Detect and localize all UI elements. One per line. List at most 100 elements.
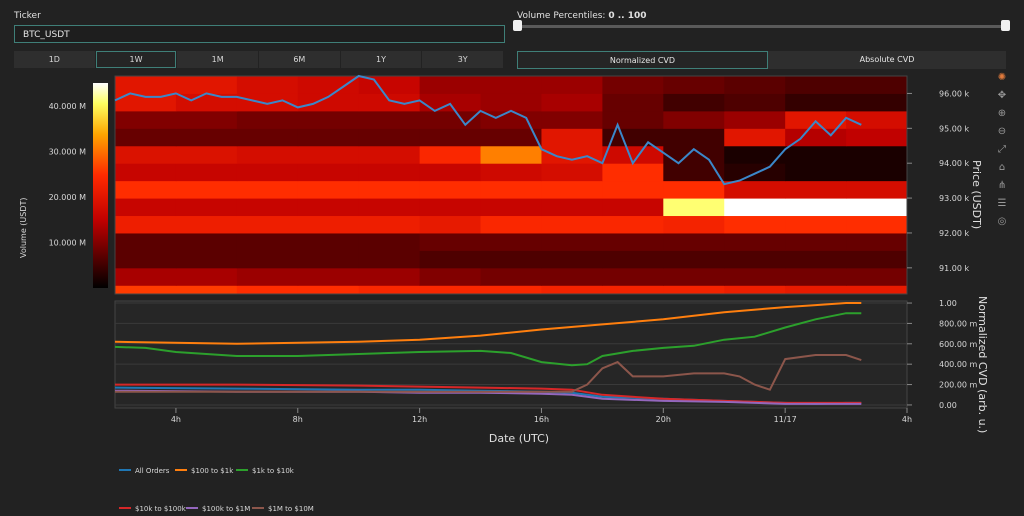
heatmap-cell: [602, 110, 664, 129]
heatmap-cell: [602, 93, 664, 112]
cvd-series-line: [114, 302, 862, 345]
pan-icon[interactable]: ✥: [997, 90, 1007, 101]
heatmap-cell: [663, 250, 725, 269]
heatmap-cell: [785, 93, 847, 112]
heatmap-cell: [785, 110, 847, 129]
heatmap-cell: [785, 180, 847, 199]
heatmap-cell: [724, 285, 786, 295]
tab-1y[interactable]: 1Y: [340, 51, 422, 68]
legend-label[interactable]: $1M to $10M: [268, 505, 314, 513]
legend-label[interactable]: $10k to $100k: [135, 505, 187, 513]
volume-slider-min-handle[interactable]: [513, 20, 522, 31]
heatmap-cell: [785, 128, 847, 147]
heatmap-cell: [663, 232, 725, 251]
heatmap-cell: [602, 267, 664, 286]
heatmap-cell: [236, 76, 299, 94]
absolute-cvd-button[interactable]: Absolute CVD: [768, 51, 1006, 69]
volume-slider-max-handle[interactable]: [1001, 20, 1010, 31]
heatmap-cell: [602, 250, 664, 269]
heatmap-cell: [358, 180, 421, 199]
heatmap-cell: [236, 128, 299, 147]
heatmap-cell: [785, 285, 847, 295]
tab-3y[interactable]: 3Y: [422, 51, 504, 68]
heatmap-cell: [115, 215, 177, 234]
cvd-series-line: [114, 312, 862, 367]
heatmap-cell: [663, 93, 725, 112]
plotly-logo-icon[interactable]: ✺: [997, 72, 1007, 83]
heatmap-cell: [297, 198, 360, 217]
heatmap-cell: [480, 250, 542, 269]
tab-1w[interactable]: 1W: [95, 51, 177, 68]
heatmap-cell: [846, 128, 908, 147]
cvd-tick-label: 200.00 m: [939, 381, 978, 390]
heatmap-cell: [480, 76, 542, 94]
heatmap-cell: [541, 163, 603, 182]
ticker-input[interactable]: BTC_USDT: [14, 25, 505, 43]
heatmap-cell: [175, 93, 238, 112]
heatmap-cell: [297, 163, 360, 182]
time-tick-label: 16h: [534, 415, 549, 424]
heatmap-cell: [785, 215, 847, 234]
heatmap-cell: [236, 163, 299, 182]
heatmap-cell: [602, 285, 664, 295]
cvd-tick-label: 400.00 m: [939, 360, 978, 369]
heatmap-cell: [724, 76, 786, 94]
heatmap-cell: [480, 163, 542, 182]
heatmap-cell: [785, 250, 847, 269]
normalized-cvd-button[interactable]: Normalized CVD: [517, 51, 768, 69]
cvd-tick-label: 600.00 m: [939, 340, 978, 349]
heatmap-cell: [724, 128, 786, 147]
heatmap-cell: [115, 163, 177, 182]
zoom-in-icon[interactable]: ⊕: [997, 108, 1007, 119]
cvd-lines: [114, 302, 862, 405]
tab-1m[interactable]: 1M: [177, 51, 259, 68]
heatmap-cell: [663, 110, 725, 129]
heatmap-cells: [115, 76, 908, 295]
compare-icon[interactable]: ☰: [997, 198, 1007, 209]
colorbar-tick-label: 20.000 M: [49, 193, 87, 202]
heatmap-cell: [541, 215, 603, 234]
heatmap-cell: [236, 93, 299, 112]
reset-icon[interactable]: ⌂: [998, 162, 1006, 173]
heatmap-cell: [785, 267, 847, 286]
legend-label[interactable]: $1k to $10k: [252, 467, 295, 475]
heatmap-cell: [663, 180, 725, 199]
x-axis-title: Date (UTC): [489, 432, 549, 445]
heatmap-cell: [236, 285, 299, 295]
price-axis-title: Price (USDT): [970, 160, 983, 229]
heatmap-cell: [175, 215, 238, 234]
heatmap-cell: [175, 180, 238, 199]
heatmap-cell: [480, 110, 542, 129]
hover-icon[interactable]: ◎: [997, 216, 1007, 227]
price-tick-label: 94.00 k: [939, 159, 969, 168]
heatmap-cell: [175, 76, 238, 94]
heatmap-cell: [602, 76, 664, 94]
colorbar-tick-label: 40.000 M: [49, 102, 87, 111]
heatmap-cell: [663, 128, 725, 147]
autoscale-icon[interactable]: ⤢: [998, 144, 1006, 155]
heatmap-cell: [724, 163, 786, 182]
time-tick-label: 4h: [171, 415, 181, 424]
heatmap-cell: [602, 198, 664, 217]
legend-label[interactable]: All Orders: [135, 467, 170, 475]
tab-6m[interactable]: 6M: [259, 51, 340, 68]
heatmap-cell: [602, 232, 664, 251]
price-tick-label: 93.00 k: [939, 194, 969, 203]
legend-label[interactable]: $100 to $1k: [191, 467, 234, 475]
heatmap-cell: [541, 198, 603, 217]
spike-icon[interactable]: ⋔: [997, 180, 1007, 191]
heatmap-cell: [358, 110, 421, 129]
heatmap-cell: [115, 250, 177, 269]
heatmap-cell: [175, 250, 238, 269]
heatmap-cell: [236, 180, 299, 199]
heatmap-cell: [541, 145, 603, 164]
heatmap-cell: [297, 128, 360, 147]
colorbar-tick-label: 30.000 M: [49, 147, 87, 156]
volume-slider-track[interactable]: [517, 25, 1006, 28]
colorbar-title: Volume (USDT): [19, 197, 28, 258]
heatmap-cell: [297, 110, 360, 129]
tab-1d[interactable]: 1D: [14, 51, 95, 68]
time-tick-label: 4h: [902, 415, 912, 424]
zoom-out-icon[interactable]: ⊖: [997, 126, 1007, 137]
legend-label[interactable]: $100k to $1M: [202, 505, 250, 513]
